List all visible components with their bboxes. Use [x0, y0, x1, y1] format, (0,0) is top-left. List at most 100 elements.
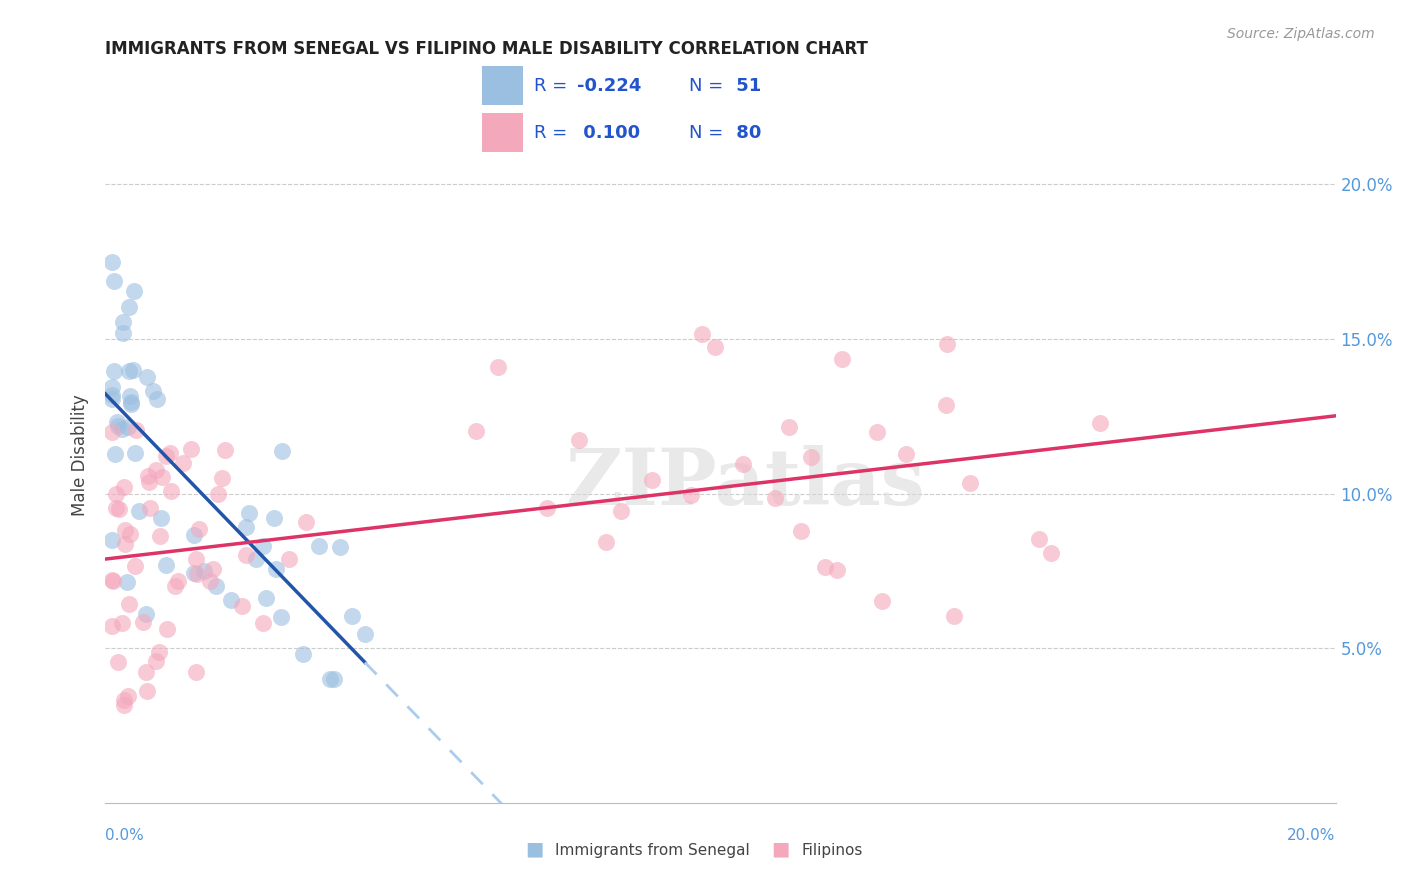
Bar — [482, 66, 523, 105]
Point — [238, 506, 260, 520]
Bar — [482, 113, 523, 153]
Point — [323, 672, 346, 686]
Point — [319, 672, 342, 686]
Point — [105, 415, 128, 429]
Text: N =: N = — [689, 77, 728, 95]
Point — [150, 470, 173, 484]
Point — [100, 533, 122, 547]
Point — [118, 526, 141, 541]
Point — [124, 445, 146, 459]
Point — [278, 552, 301, 566]
Point — [149, 529, 172, 543]
Text: Filipinos: Filipinos — [801, 843, 863, 858]
Point — [186, 566, 208, 581]
Point — [245, 552, 267, 566]
Point — [159, 446, 181, 460]
Point — [778, 420, 800, 434]
Point — [117, 689, 139, 703]
Point — [100, 388, 122, 402]
Point — [156, 622, 179, 636]
Point — [814, 560, 837, 574]
Text: ■: ■ — [770, 839, 790, 858]
Point — [205, 579, 228, 593]
Point — [184, 665, 207, 679]
Point — [136, 469, 159, 483]
Point — [731, 458, 754, 472]
Text: 20.0%: 20.0% — [1288, 828, 1336, 843]
Point — [100, 425, 122, 440]
Point — [354, 627, 377, 641]
Point — [866, 425, 889, 439]
Text: R =: R = — [534, 77, 574, 95]
Point — [329, 540, 352, 554]
Text: -0.224: -0.224 — [578, 77, 641, 95]
Point — [160, 484, 183, 499]
Point — [150, 511, 173, 525]
Point — [118, 597, 141, 611]
Point — [211, 471, 233, 485]
Point — [292, 648, 315, 662]
Point — [112, 693, 135, 707]
Point — [165, 579, 187, 593]
Point — [155, 558, 177, 573]
Point — [264, 562, 287, 576]
Point — [125, 424, 148, 438]
Point — [692, 326, 714, 341]
Point — [894, 446, 917, 460]
Point — [166, 574, 188, 589]
Point — [100, 574, 122, 588]
Point — [128, 504, 150, 518]
Point — [180, 442, 202, 456]
Point — [201, 562, 224, 576]
Point — [936, 337, 959, 351]
Point — [1039, 546, 1062, 560]
Point — [139, 501, 162, 516]
Text: Source: ZipAtlas.com: Source: ZipAtlas.com — [1227, 27, 1375, 41]
Point — [1028, 532, 1050, 546]
Point — [120, 397, 142, 411]
Point — [188, 522, 211, 536]
Point — [831, 351, 853, 366]
Text: R =: R = — [534, 124, 579, 142]
Point — [198, 574, 221, 588]
Point — [235, 519, 257, 533]
Point — [155, 449, 177, 463]
Point — [610, 504, 633, 518]
Point — [235, 548, 257, 562]
Point — [103, 275, 125, 289]
Point — [800, 450, 823, 465]
Point — [219, 592, 242, 607]
Point — [193, 565, 215, 579]
Point — [124, 558, 146, 573]
Point — [135, 607, 157, 621]
Point — [148, 645, 170, 659]
Point — [295, 516, 318, 530]
Point — [135, 665, 157, 680]
Point — [595, 534, 617, 549]
Point — [100, 255, 122, 269]
Point — [270, 610, 292, 624]
Point — [183, 528, 205, 542]
Text: 80: 80 — [730, 124, 761, 142]
Point — [145, 654, 167, 668]
Point — [104, 447, 127, 461]
Text: ZIPatlas: ZIPatlas — [565, 445, 925, 521]
Point — [231, 599, 253, 613]
Point — [207, 487, 229, 501]
Text: IMMIGRANTS FROM SENEGAL VS FILIPINO MALE DISABILITY CORRELATION CHART: IMMIGRANTS FROM SENEGAL VS FILIPINO MALE… — [105, 40, 869, 58]
Point — [114, 523, 136, 537]
Point — [942, 609, 965, 624]
Text: N =: N = — [689, 124, 728, 142]
Point — [254, 591, 277, 605]
Point — [679, 488, 702, 502]
Point — [112, 314, 135, 328]
Point — [172, 456, 194, 470]
Point — [132, 615, 155, 630]
Point — [117, 420, 139, 434]
Point — [120, 389, 142, 403]
Point — [121, 362, 143, 376]
Point — [145, 392, 167, 407]
Point — [568, 433, 591, 447]
Point — [100, 380, 122, 394]
Text: 0.0%: 0.0% — [105, 828, 145, 843]
